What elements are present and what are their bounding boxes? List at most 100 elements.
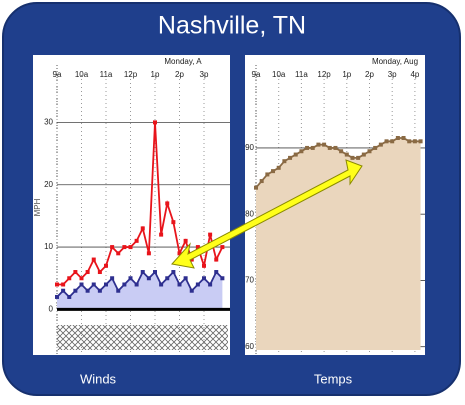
point	[177, 282, 182, 287]
y-tick-label: 10	[44, 242, 53, 251]
point	[373, 145, 378, 150]
point	[378, 142, 383, 147]
point	[412, 139, 417, 144]
point	[183, 238, 188, 243]
point	[110, 245, 115, 250]
point	[395, 136, 400, 140]
point	[259, 179, 264, 184]
point	[55, 282, 59, 287]
series-line	[56, 270, 224, 299]
point	[165, 276, 170, 281]
x-tick-label: 4p	[410, 70, 419, 79]
title: Nashville, TN	[158, 12, 306, 40]
point	[79, 282, 84, 287]
point	[299, 149, 304, 154]
point	[85, 288, 90, 293]
point	[97, 288, 102, 293]
y-tick-label: 90	[245, 143, 254, 152]
x-tick-label: 9a	[53, 70, 62, 79]
subtitle: Monday, Aug	[372, 57, 418, 66]
point	[177, 251, 182, 256]
point	[214, 257, 219, 262]
point	[271, 169, 276, 174]
point	[134, 238, 139, 243]
x-tick-label: 1p	[342, 70, 351, 79]
point	[208, 282, 213, 287]
point	[293, 152, 298, 157]
x-tick-label: 2p	[175, 70, 184, 79]
x-tick-label: 1p	[151, 70, 160, 79]
point	[316, 142, 321, 147]
point	[195, 245, 200, 250]
point	[282, 159, 287, 164]
point	[122, 282, 127, 287]
y-tick-label: 30	[44, 118, 53, 127]
point	[305, 145, 310, 150]
x-tick-label: 2p	[365, 70, 374, 79]
point	[356, 155, 361, 160]
point	[91, 282, 96, 287]
point	[220, 245, 225, 250]
point	[128, 245, 133, 250]
point	[220, 276, 225, 281]
point	[67, 276, 72, 281]
point	[183, 276, 188, 281]
caption: Temps	[314, 371, 353, 386]
point	[67, 294, 72, 299]
point	[288, 155, 293, 160]
subtitle: Monday, A	[164, 57, 202, 66]
point	[418, 139, 423, 144]
point	[153, 270, 157, 275]
point	[104, 282, 108, 287]
point	[73, 270, 78, 275]
point	[384, 139, 389, 144]
caption: Winds	[80, 371, 117, 386]
point	[333, 145, 338, 150]
point	[97, 270, 102, 275]
x-tick-label: 11a	[295, 70, 308, 79]
point	[202, 276, 206, 281]
point	[322, 142, 327, 147]
point	[171, 220, 176, 225]
point	[165, 201, 170, 206]
point	[55, 294, 59, 299]
point	[153, 120, 157, 125]
point	[61, 288, 66, 293]
point	[122, 245, 127, 250]
point	[159, 282, 164, 287]
x-tick-label: 12p	[317, 70, 331, 79]
point	[110, 276, 115, 281]
x-tick-label: 10a	[272, 70, 286, 79]
y-tick-label: 60	[245, 342, 254, 351]
point	[276, 165, 281, 170]
y-tick-label: 20	[44, 180, 53, 189]
point	[265, 172, 270, 177]
point	[146, 276, 151, 281]
point	[134, 282, 139, 287]
hatch-band	[57, 325, 228, 350]
point	[79, 276, 84, 281]
point	[171, 270, 176, 275]
winds-chart: Monday, A 9a 10a 11a 12p 1p 2p 3p 0 10 20 30 MPH	[33, 57, 230, 355]
x-tick-label: 9a	[252, 70, 261, 79]
point	[254, 185, 258, 190]
point	[214, 270, 219, 275]
area	[256, 138, 421, 350]
x-tick-label: 11a	[100, 70, 113, 79]
point	[407, 139, 412, 144]
point	[85, 270, 90, 275]
arrow	[171, 159, 363, 269]
point	[116, 251, 121, 256]
point	[208, 232, 213, 237]
point	[339, 149, 344, 154]
temps-chart: Monday, Aug 9a 10a 11a 12p 1p 2p 3p 4p 60 70 80 90	[245, 57, 425, 355]
point	[367, 149, 372, 154]
point	[195, 282, 200, 287]
x-tick-label: 10a	[75, 70, 89, 79]
x-tick-label: 3p	[388, 70, 397, 79]
point	[327, 145, 332, 150]
y-axis-label: MPH	[33, 198, 42, 216]
point	[73, 288, 78, 293]
point	[350, 155, 355, 160]
